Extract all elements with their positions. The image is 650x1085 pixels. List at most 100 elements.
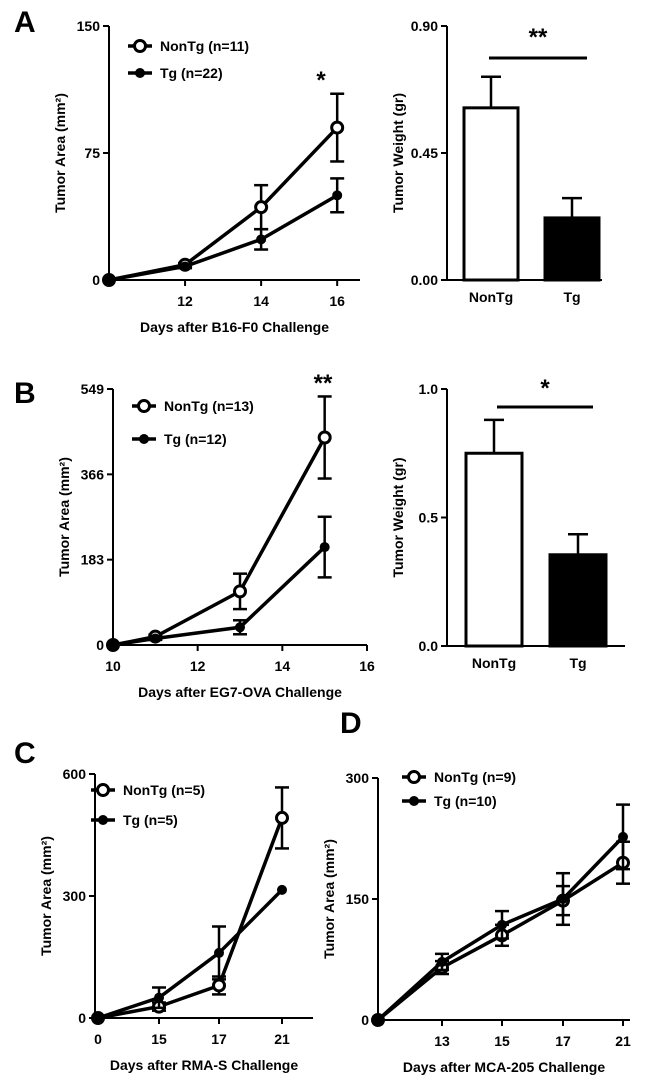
legend-marker-open	[133, 39, 147, 53]
y-tick-label: 0	[361, 1012, 369, 1028]
x-axis-title: Days after MCA-205 Challenge	[403, 1059, 606, 1075]
bar-tg	[543, 216, 601, 282]
x-tick-label: 12	[190, 658, 206, 674]
x-axis-title: Days after RMA-S Challenge	[110, 1057, 298, 1073]
y-tick-label: 75	[84, 145, 100, 161]
bar-nontg	[462, 106, 520, 282]
data-point-tg	[154, 992, 164, 1003]
panel-a-bar-chart: 0.00 0.45 0.90 Tumor Weight (gr) NonTg Tg **	[390, 18, 602, 305]
x-tick-label: 16	[359, 658, 375, 674]
x-category-label: NonTg	[472, 655, 516, 671]
panel-letter-a: A	[14, 6, 36, 39]
panel-c-line-chart: 0 300 600 0 15 17 21 Days after RMA-S Challenge…	[38, 766, 313, 1073]
data-point-tg	[618, 831, 628, 842]
significance-marker: *	[540, 375, 550, 402]
legend-label: NonTg (n=11)	[160, 38, 249, 54]
legend-label: Tg (n=22)	[160, 65, 223, 81]
panel-d-line-chart: 0 150 300 13 15 17 21 Days after MCA-205 Challe…	[321, 769, 631, 1075]
data-point-nontg	[233, 584, 247, 599]
data-point-tg	[373, 1015, 383, 1025]
data-point-tg	[319, 542, 330, 553]
x-tick-label: 10	[105, 658, 121, 674]
y-tick-label: 549	[81, 381, 105, 397]
data-point-tg	[497, 919, 507, 930]
legend-label: NonTg (n=13)	[164, 398, 254, 414]
y-axis-title: Tumor Area (mm²)	[56, 457, 72, 577]
x-category-label: Tg	[563, 289, 580, 305]
y-axis-title: Tumor Weight (gr)	[390, 457, 406, 577]
significance-marker: *	[316, 67, 326, 94]
x-tick-label: 17	[555, 1033, 571, 1049]
bar-tg	[548, 553, 608, 648]
y-tick-label: 366	[81, 466, 105, 482]
significance-marker: **	[529, 24, 548, 51]
x-tick-label: 0	[94, 1031, 102, 1047]
panel-letter-b: B	[14, 377, 36, 410]
significance-marker: **	[314, 370, 333, 397]
x-tick-label: 21	[274, 1031, 290, 1047]
data-point-tg	[108, 640, 118, 650]
y-tick-label: 150	[77, 18, 101, 34]
data-point-tg	[150, 633, 161, 644]
legend-marker-open	[96, 783, 110, 797]
data-point-nontg	[254, 200, 269, 215]
series-line-tg	[97, 888, 284, 1020]
x-tick-label: 21	[615, 1033, 631, 1049]
legend-marker-open	[137, 399, 151, 413]
y-tick-label: 0.0	[419, 638, 439, 654]
data-point-nontg	[212, 978, 226, 993]
legend-marker-filled	[98, 815, 108, 825]
x-category-label: Tg	[569, 655, 586, 671]
legend-label: Tg (n=12)	[164, 431, 227, 447]
y-tick-label: 0	[78, 1010, 86, 1026]
data-point-nontg	[275, 810, 289, 825]
y-tick-label: 600	[63, 766, 87, 782]
data-point-tg	[277, 884, 287, 895]
series-line-tg	[112, 545, 326, 647]
y-tick-label: 183	[81, 552, 105, 568]
y-tick-label: 0	[96, 637, 104, 653]
panel-b-bar-chart: 0.0 0.5 1.0 Tumor Weight (gr) NonTg Tg *	[390, 375, 625, 671]
y-axis-title: Tumor Area (mm²)	[321, 839, 337, 959]
x-axis-title: Days after B16-F0 Challenge	[140, 319, 329, 335]
y-axis-title: Tumor Weight (gr)	[390, 93, 406, 213]
x-tick-label: 15	[151, 1031, 167, 1047]
legend-marker-filled	[139, 434, 149, 444]
series-line-nontg	[108, 126, 339, 282]
legend-label: NonTg (n=5)	[123, 782, 205, 798]
y-tick-label: 0.00	[411, 272, 438, 288]
x-tick-label: 14	[275, 658, 291, 674]
legend-marker-open	[407, 770, 421, 784]
data-point-tg	[180, 261, 191, 272]
y-tick-label: 300	[63, 888, 87, 904]
panel-b-line-chart: 0 183 366 549 10 12 14 16 Days after EG7-OVA Cha…	[56, 370, 375, 700]
x-tick-label: 15	[494, 1033, 510, 1049]
data-point-tg	[93, 1013, 103, 1023]
bar-nontg	[464, 451, 524, 648]
x-tick-label: 16	[329, 293, 345, 309]
data-point-tg	[235, 622, 245, 633]
legend-label: Tg (n=5)	[123, 812, 178, 828]
y-tick-label: 0.5	[419, 510, 439, 526]
legend-marker-filled	[409, 796, 419, 806]
series-line-nontg	[112, 436, 327, 647]
y-tick-label: 1.0	[419, 381, 439, 397]
series-line-tg	[108, 193, 339, 282]
x-tick-label: 17	[211, 1031, 227, 1047]
y-tick-label: 0.90	[411, 18, 438, 34]
data-point-nontg	[330, 120, 345, 135]
data-point-tg	[332, 190, 343, 201]
x-tick-label: 13	[434, 1033, 450, 1049]
data-point-tg	[256, 234, 267, 245]
data-point-tg	[104, 275, 114, 285]
y-tick-label: 300	[346, 770, 370, 786]
panel-letter-c: C	[14, 737, 36, 770]
legend-label: Tg (n=10)	[434, 793, 497, 809]
series-line-nontg	[97, 817, 284, 1020]
data-point-tg	[437, 956, 447, 967]
y-axis-title: Tumor Area (mm²)	[38, 836, 54, 956]
y-axis-title: Tumor Area (mm²)	[52, 93, 68, 213]
data-point-nontg	[317, 430, 332, 445]
x-category-label: NonTg	[469, 289, 513, 305]
